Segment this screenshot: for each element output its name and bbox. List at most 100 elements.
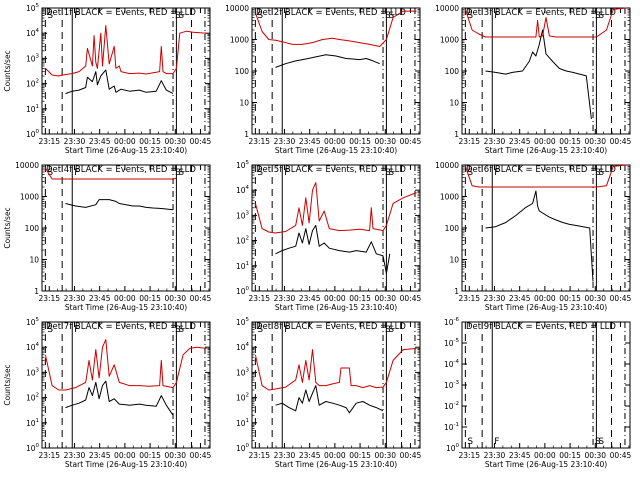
x-tick-label: 23:45 xyxy=(89,294,111,303)
event-marker-letter: S xyxy=(47,168,53,178)
y-tick-label: 1000 xyxy=(230,36,249,45)
event-marker-letter: S xyxy=(388,168,394,178)
event-marker-letter: F xyxy=(74,168,79,178)
y-tick-exponent: 1 xyxy=(246,261,250,267)
x-tick-label: 00:30 xyxy=(584,451,606,460)
y-tick-label: 10000 xyxy=(435,161,459,170)
x-tick-label: 00:00 xyxy=(114,451,136,460)
event-marker-letter: S xyxy=(257,11,263,21)
panel-title: Det 4f BLACK = Events, RED = LLD xyxy=(46,165,196,175)
x-tick-label: 23:45 xyxy=(299,137,321,146)
x-tick-label: 23:45 xyxy=(89,137,111,146)
x-tick-label: 00:45 xyxy=(190,451,212,460)
event-marker-letter: S xyxy=(385,325,391,335)
x-tick-label: 00:00 xyxy=(324,294,346,303)
y-tick-exponent: 3 xyxy=(246,210,250,216)
x-tick-label: 00:15 xyxy=(559,451,581,460)
series-line-events xyxy=(485,29,592,120)
y-tick-exponent: 2 xyxy=(36,393,40,399)
x-tick-label: 00:15 xyxy=(139,137,161,146)
x-tick-label: 00:00 xyxy=(114,294,136,303)
y-tick-exponent: 3 xyxy=(246,367,250,373)
detector-panel-9: Det 9f BLACK = Events, RED = LLD 100 10-1 1… xyxy=(444,317,632,469)
x-tick-label: 23:30 xyxy=(484,137,506,146)
y-tick-label: 101 xyxy=(236,261,249,271)
event-marker-letter: F xyxy=(284,11,289,21)
y-tick-label: 10-1 xyxy=(444,422,459,432)
y-tick-label: 100 xyxy=(445,224,460,233)
x-axis-label: Start Time (26-Aug-15 23:10:40) xyxy=(485,460,607,469)
x-tick-label: 00:00 xyxy=(324,137,346,146)
detector-panel-6: Det 6f BLACK = Events, RED = LLD 1 10 100 10… xyxy=(435,161,631,312)
y-tick-label: 105 xyxy=(236,317,250,327)
y-tick-label: 100 xyxy=(25,224,40,233)
series-line-lld xyxy=(44,167,177,180)
event-marker-letter: S xyxy=(257,168,263,178)
event-marker-letter: S xyxy=(178,168,184,178)
y-tick-label: 1 xyxy=(454,287,459,296)
y-tick-exponent: 5 xyxy=(246,160,250,166)
event-marker-letter: S xyxy=(595,11,601,21)
y-tick-exponent: -4 xyxy=(454,359,460,365)
panel-title: Det 1f BLACK = Events, RED = LLD xyxy=(46,8,196,18)
y-tick-exponent: -1 xyxy=(454,422,459,428)
x-tick-label: 00:15 xyxy=(349,137,371,146)
x-tick-label: 00:45 xyxy=(610,294,632,303)
x-tick-label: 00:15 xyxy=(559,137,581,146)
y-tick-label: 102 xyxy=(26,393,39,403)
x-tick-label: 00:15 xyxy=(139,294,161,303)
x-tick-label: 23:30 xyxy=(274,294,296,303)
series-line-lld xyxy=(44,339,207,391)
event-marker-letter: S xyxy=(467,437,473,447)
event-marker-letter: S xyxy=(388,11,394,21)
event-marker-letter: F xyxy=(494,168,499,178)
x-tick-label: 23:15 xyxy=(38,451,60,460)
event-marker-letter: F xyxy=(284,325,289,335)
x-axis-label: Start Time (26-Aug-15 23:10:40) xyxy=(275,303,397,312)
y-tick-label: 102 xyxy=(26,79,39,89)
panel-title: Det 7f BLACK = Events, RED = LLD xyxy=(46,322,196,332)
x-tick-label: 00:15 xyxy=(349,294,371,303)
y-tick-exponent: 1 xyxy=(36,418,40,424)
event-marker-letter: S xyxy=(385,168,391,178)
y-tick-label: 103 xyxy=(236,210,250,220)
x-tick-label: 23:30 xyxy=(64,137,86,146)
series-line-lld xyxy=(464,164,627,188)
y-tick-label: 1000 xyxy=(440,193,459,202)
x-tick-label: 23:15 xyxy=(248,451,270,460)
panel-title: Det 2f BLACK = Events, RED = LLD xyxy=(256,8,406,18)
y-tick-label: 10 xyxy=(29,256,39,265)
x-tick-label: 00:30 xyxy=(164,137,186,146)
y-tick-label: 105 xyxy=(26,3,40,13)
x-tick-label: 23:45 xyxy=(509,294,531,303)
y-tick-exponent: 2 xyxy=(246,393,250,399)
x-tick-label: 00:30 xyxy=(584,294,606,303)
x-tick-label: 00:30 xyxy=(164,451,186,460)
event-marker-letter: S xyxy=(257,325,263,335)
x-tick-label: 00:00 xyxy=(114,137,136,146)
series-line-lld xyxy=(254,182,417,234)
y-tick-label: 1 xyxy=(244,130,249,139)
series-line-events xyxy=(275,224,391,274)
y-tick-label: 10-6 xyxy=(444,317,460,327)
x-axis-label: Start Time (26-Aug-15 23:10:40) xyxy=(65,146,187,155)
x-tick-label: 23:45 xyxy=(509,137,531,146)
plot-frame xyxy=(251,164,421,292)
y-tick-label: 10 xyxy=(239,99,249,108)
event-marker-letter: S xyxy=(595,437,601,447)
panel-title: Det 8f BLACK = Events, RED = LLD xyxy=(256,322,406,332)
y-tick-label: 105 xyxy=(26,317,40,327)
y-tick-exponent: 1 xyxy=(246,418,250,424)
y-tick-label: 100 xyxy=(235,67,250,76)
x-tick-label: 00:45 xyxy=(400,294,422,303)
event-marker-letter: S xyxy=(178,11,184,21)
detector-panel-4: Det 4f BLACK = Events, RED = LLD Counts/s… xyxy=(3,161,212,312)
x-tick-label: 00:45 xyxy=(610,137,632,146)
series-line-events xyxy=(65,69,174,95)
detector-panel-2: Det 2f BLACK = Events, RED = LLD 1 10 100 10… xyxy=(225,4,421,155)
x-tick-label: 00:15 xyxy=(559,294,581,303)
y-tick-label: 103 xyxy=(26,53,40,63)
x-tick-label: 00:30 xyxy=(584,137,606,146)
